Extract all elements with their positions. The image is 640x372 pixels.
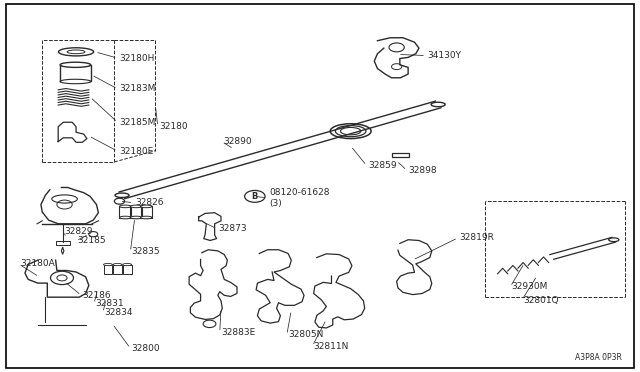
Ellipse shape bbox=[141, 216, 152, 219]
Ellipse shape bbox=[104, 263, 113, 266]
Text: 32180E: 32180E bbox=[119, 147, 153, 155]
Circle shape bbox=[89, 232, 98, 237]
Ellipse shape bbox=[60, 62, 91, 67]
Text: 32805N: 32805N bbox=[288, 330, 323, 340]
Text: 32898: 32898 bbox=[408, 166, 436, 175]
Ellipse shape bbox=[113, 263, 122, 266]
Ellipse shape bbox=[123, 263, 132, 266]
Text: 32826: 32826 bbox=[135, 198, 163, 207]
Polygon shape bbox=[550, 237, 616, 259]
Ellipse shape bbox=[431, 102, 445, 107]
Text: 32183M: 32183M bbox=[119, 84, 156, 93]
Text: 32811N: 32811N bbox=[314, 341, 349, 350]
Text: A3P8A 0P3R: A3P8A 0P3R bbox=[575, 353, 621, 362]
Text: 32186: 32186 bbox=[83, 291, 111, 300]
Ellipse shape bbox=[609, 238, 619, 241]
Text: 32185: 32185 bbox=[77, 236, 106, 246]
Text: 32930M: 32930M bbox=[511, 282, 548, 291]
Text: 32890: 32890 bbox=[223, 137, 252, 146]
Ellipse shape bbox=[120, 216, 131, 219]
Text: 32180: 32180 bbox=[159, 122, 188, 131]
Ellipse shape bbox=[120, 205, 131, 208]
Text: 32883E: 32883E bbox=[221, 328, 255, 337]
Polygon shape bbox=[119, 101, 441, 199]
Text: 32831: 32831 bbox=[95, 299, 124, 308]
Text: 32835: 32835 bbox=[132, 247, 160, 256]
Text: B: B bbox=[252, 192, 258, 201]
Text: 32180A: 32180A bbox=[20, 259, 54, 268]
Text: 32819R: 32819R bbox=[460, 233, 494, 243]
Ellipse shape bbox=[131, 216, 142, 219]
Text: 34130Y: 34130Y bbox=[428, 51, 461, 60]
Text: 32801Q: 32801Q bbox=[523, 296, 559, 305]
Text: 32829: 32829 bbox=[65, 227, 93, 236]
Text: 32185M: 32185M bbox=[119, 118, 156, 127]
Ellipse shape bbox=[60, 79, 91, 84]
Ellipse shape bbox=[131, 205, 142, 208]
Text: 32800: 32800 bbox=[132, 344, 160, 353]
Text: 32859: 32859 bbox=[368, 161, 397, 170]
Ellipse shape bbox=[141, 205, 152, 208]
Ellipse shape bbox=[115, 193, 129, 198]
Text: 32873: 32873 bbox=[218, 224, 246, 233]
Text: 08120-61628
(3): 08120-61628 (3) bbox=[269, 188, 330, 208]
Text: 32834: 32834 bbox=[104, 308, 132, 317]
Text: 32180H: 32180H bbox=[119, 54, 154, 62]
